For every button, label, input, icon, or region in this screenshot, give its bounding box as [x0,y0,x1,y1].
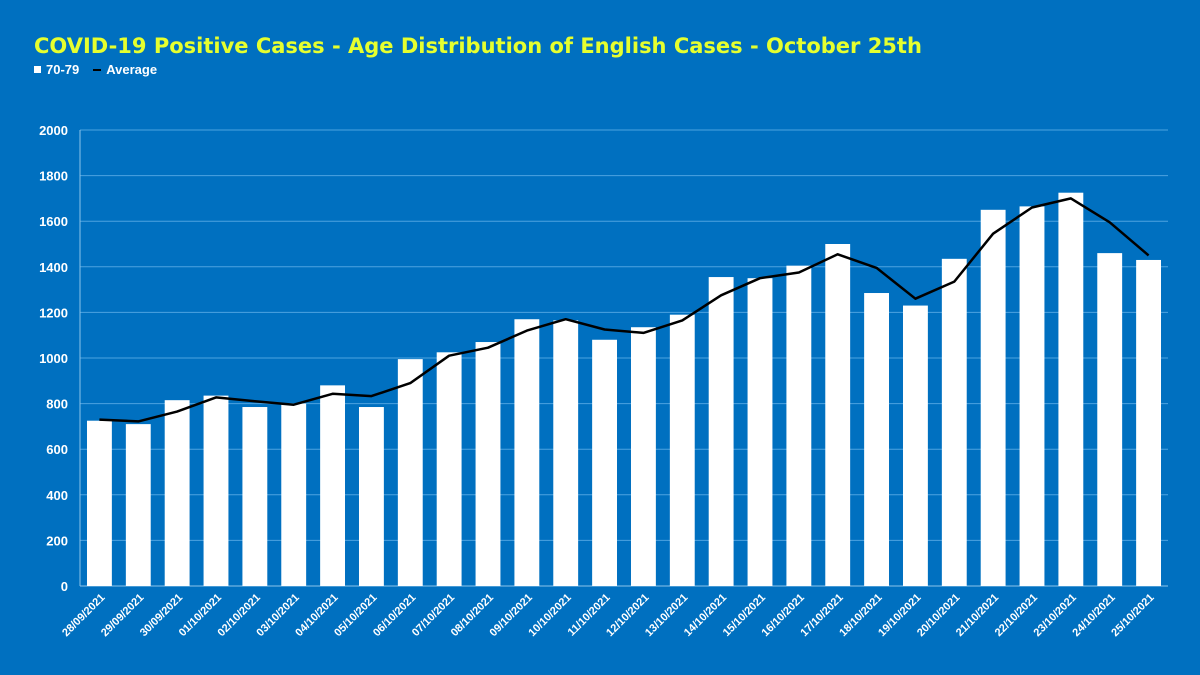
y-tick-label: 1200 [39,305,68,320]
bar [941,258,967,586]
y-tick-label: 400 [46,488,68,503]
bar [786,265,812,586]
legend-line-swatch [93,68,102,71]
bar [1019,206,1045,586]
y-tick-label: 1800 [39,169,68,184]
y-tick-label: 200 [46,533,68,548]
y-tick-label: 0 [61,579,68,594]
y-tick-label: 2000 [39,123,68,138]
bar [864,293,890,586]
legend-label-average: Average [106,62,158,77]
y-tick-label: 1400 [39,260,68,275]
bar [164,400,190,586]
legend-bar-swatch [34,66,41,73]
bar [242,407,268,586]
bar [436,352,462,586]
bar [397,359,423,586]
bar [514,319,540,586]
chart-title: COVID-19 Positive Cases - Age Distributi… [34,34,922,58]
bar [825,244,851,586]
legend-item-average: Average [93,62,157,77]
bar [592,339,618,586]
average-line [99,197,1150,423]
bar [1136,259,1162,586]
bar [630,327,656,586]
bar [203,395,229,586]
bar [358,407,384,586]
bar [553,320,579,586]
bar [86,420,112,586]
y-tick-label: 600 [46,442,68,457]
bar [902,305,928,586]
y-tick-label: 1000 [39,351,68,366]
legend-item-bars: 70-79 [34,62,79,77]
y-tick-label: 800 [46,397,68,412]
bar [281,403,307,586]
bar [475,342,501,586]
bar [980,209,1006,587]
bar [1058,192,1084,586]
bar [320,385,346,586]
y-tick-label: 1600 [39,214,68,229]
bar [669,314,695,586]
bar [125,424,151,586]
legend-label-bars: 70-79 [46,62,80,77]
bar [1097,253,1123,586]
bar [747,278,773,586]
bar [708,277,734,586]
chart-legend: 70-79 Average [34,62,157,77]
